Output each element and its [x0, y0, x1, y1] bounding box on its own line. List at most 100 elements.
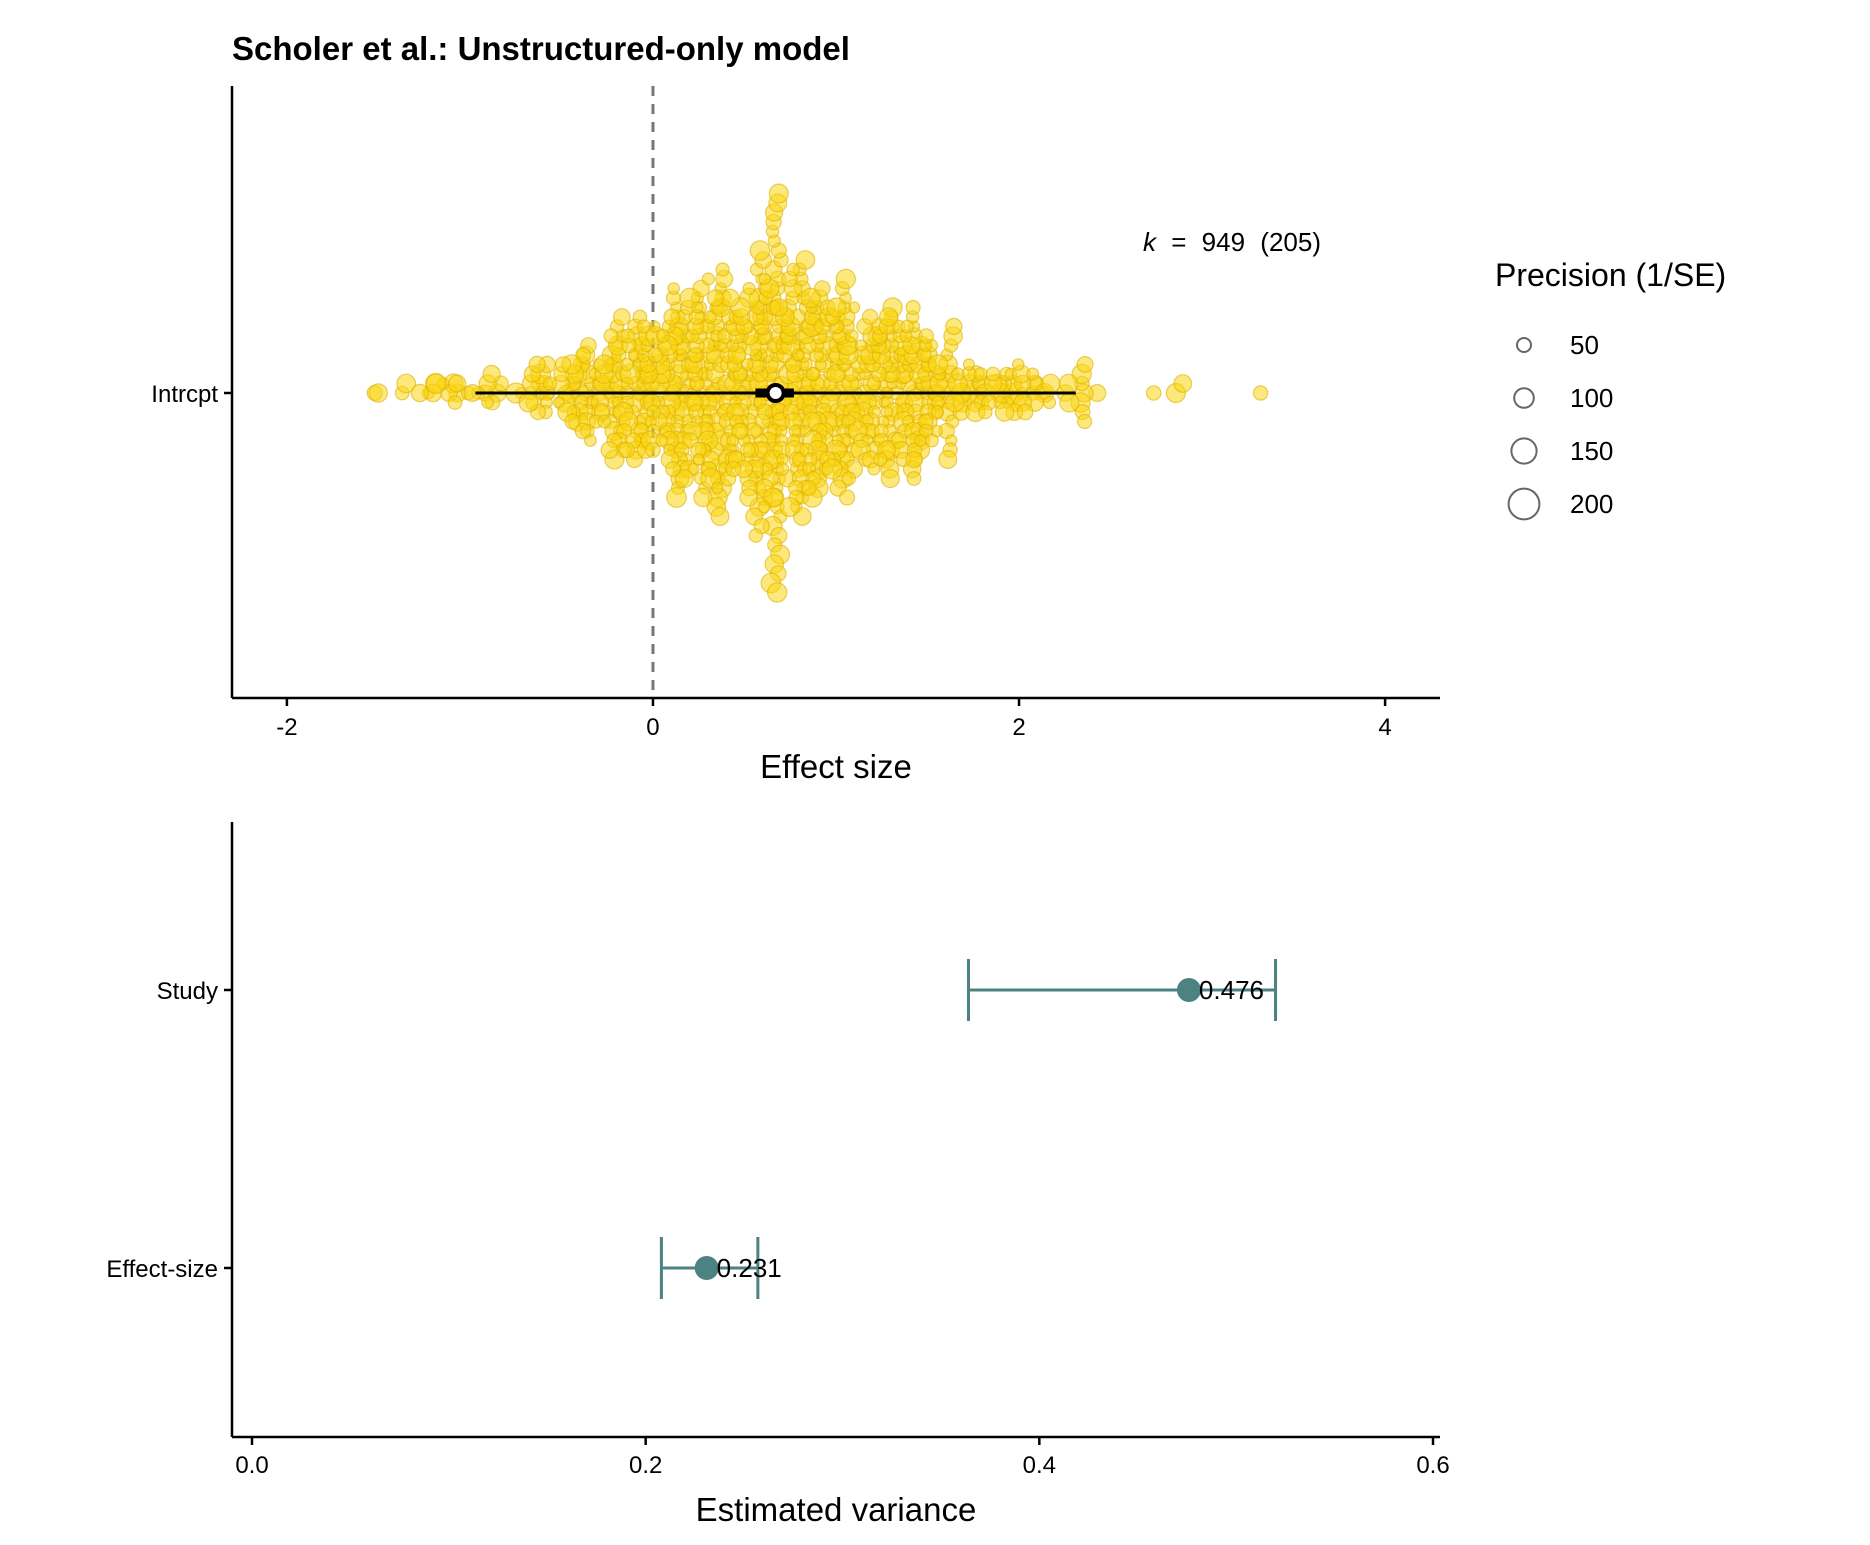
k-symbol: k [1143, 227, 1158, 257]
effect-size-point [600, 441, 619, 460]
effect-size-point [542, 376, 558, 391]
effect-size-point [1040, 373, 1061, 394]
effect-size-point [914, 434, 927, 447]
pooled-estimate-layer [475, 383, 1076, 403]
effect-size-point [706, 289, 725, 307]
effect-size-point [800, 480, 817, 496]
effect-size-point [835, 268, 857, 290]
effect-size-point [396, 373, 417, 394]
variance-value-label: 0.476 [1199, 975, 1264, 1005]
effect-size-point [742, 281, 756, 296]
effect-size-point [593, 354, 615, 375]
effect-size-point [900, 319, 915, 334]
k-equals: = [1171, 227, 1186, 257]
effect-size-point [655, 434, 668, 447]
effect-size-point [749, 240, 771, 261]
effect-size-point [841, 471, 857, 486]
k-group-count: (205) [1260, 227, 1321, 257]
effect-size-point [665, 461, 682, 478]
legend-circle [1507, 487, 1541, 521]
variance-y-tick-label: Effect-size [106, 1256, 218, 1283]
effect-size-point [612, 308, 631, 326]
effect-size-point [710, 507, 730, 527]
effect-size-point [574, 422, 592, 440]
effect-size-point [800, 287, 821, 309]
legend-items: 50 100 150 200 [1507, 330, 1613, 521]
effect-size-point [918, 328, 934, 344]
effect-size-point [1058, 373, 1079, 394]
effect-size-point [854, 339, 868, 352]
precision-legend: Precision (1/SE) 50 100 150 200 [1495, 257, 1726, 521]
effect-size-point [691, 301, 704, 314]
effect-size-point [447, 395, 463, 410]
effect-size-point [985, 366, 1001, 382]
effect-size-point [715, 262, 730, 277]
legend-label: 50 [1570, 330, 1599, 360]
legend-label: 200 [1570, 489, 1613, 519]
effect-size-point [924, 433, 939, 448]
effect-size-point [410, 383, 429, 403]
variance-axes: 0.0 0.2 0.4 0.6 Study Effect-size [106, 822, 1450, 1479]
effect-size-point [739, 488, 758, 507]
effect-size-point [878, 307, 899, 327]
effect-size-point [880, 468, 900, 489]
effect-size-point [977, 404, 993, 420]
pooled-estimate-point [765, 383, 786, 403]
effect-size-point [667, 282, 680, 295]
effect-size-point [826, 297, 847, 318]
effect-size-point [368, 383, 388, 403]
variance-point [694, 1256, 719, 1280]
effect-size-point [711, 481, 724, 495]
effect-size-point [1145, 385, 1162, 401]
effect-size-point [692, 453, 705, 466]
effect-size-point [873, 452, 888, 467]
legend-title: Precision (1/SE) [1495, 257, 1726, 293]
effect-size-point [769, 298, 789, 317]
effect-size-point [786, 262, 800, 277]
effect-size-point [528, 355, 546, 374]
effect-size-point [758, 272, 771, 286]
variance-y-tick-label: Study [157, 978, 218, 1005]
effect-size-point [739, 442, 756, 458]
effect-size-point [973, 367, 988, 381]
effect-size-point [481, 396, 495, 409]
variance-x-tick-label: 0.6 [1416, 1452, 1449, 1479]
k-annotation: k = 949 (205) [1143, 227, 1321, 257]
effect-size-point [693, 487, 713, 508]
orchard-x-axis-title: Effect size [760, 748, 912, 785]
effect-size-point [1026, 367, 1040, 381]
effect-size-point [775, 462, 790, 476]
effect-size-point [951, 367, 965, 381]
variance-marks: 0.476 0.231 [659, 959, 1278, 1299]
effect-size-point [767, 582, 788, 603]
effect-size-point [425, 373, 447, 395]
effect-size-point [620, 328, 636, 344]
orchard-axes: -2 0 2 4 Intrcpt [151, 86, 1440, 741]
effect-size-point [905, 450, 923, 469]
orchard-x-tick-label: -2 [276, 714, 297, 741]
effect-size-point [554, 356, 572, 373]
effect-size-point [482, 364, 501, 384]
orchard-x-tick-label: 2 [1012, 714, 1025, 741]
effect-size-point [945, 392, 965, 413]
effect-size-point [655, 329, 670, 344]
effect-size-point [938, 450, 958, 470]
effect-size-point [795, 250, 816, 270]
effect-size-point [768, 183, 789, 204]
legend-circle [1510, 437, 1538, 465]
effect-size-point [1042, 395, 1057, 410]
chart-title: Scholer et al.: Unstructured-only model [232, 30, 850, 67]
effect-size-point [945, 317, 963, 336]
legend-circle [1516, 337, 1532, 353]
effect-size-point [666, 487, 687, 508]
variance-x-tick-label: 0.0 [235, 1452, 268, 1479]
effect-size-point [994, 402, 1015, 422]
effect-size-point [448, 374, 467, 393]
effect-size-point [674, 468, 694, 489]
effect-size-point [518, 392, 539, 413]
effect-size-point [1173, 374, 1193, 393]
effect-size-point [861, 308, 879, 326]
effect-size-point [1016, 403, 1034, 421]
effect-size-point [597, 414, 612, 429]
